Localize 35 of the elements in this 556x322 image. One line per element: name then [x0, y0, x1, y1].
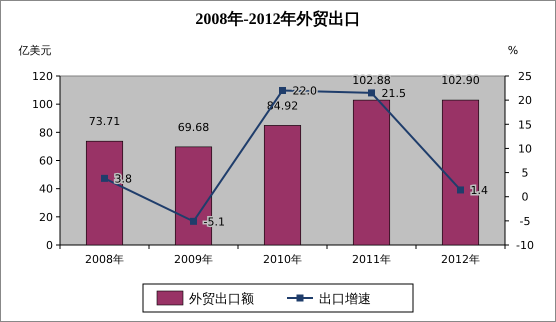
- y-axis-title: 亿美元: [18, 44, 52, 57]
- point: [279, 86, 286, 94]
- point: [457, 186, 464, 194]
- y2-tick-label: -10: [516, 239, 534, 252]
- y2-tick-label: 0: [522, 190, 528, 204]
- y-tick-label: 60: [39, 154, 53, 168]
- y2-tick-label: 5: [522, 166, 528, 180]
- x-tick-label: 2011年: [352, 253, 391, 266]
- y-tick-label: 100: [32, 98, 53, 112]
- data-label: 73.71: [88, 115, 120, 128]
- data-label: 102.88: [352, 74, 391, 88]
- y2-tick-label: 10: [518, 142, 532, 156]
- y-tick-label: 120: [32, 70, 53, 83]
- y2-tick-label: 15: [518, 118, 532, 132]
- data-label: 69.68: [178, 120, 210, 134]
- y2-tick-label: 20: [518, 94, 532, 108]
- point: [101, 174, 108, 182]
- point: [190, 218, 197, 225]
- chart-title: 2008年-2012年外贸出口: [195, 10, 361, 28]
- y-tick-label: 0: [46, 239, 53, 252]
- legend-label: 出口增速: [319, 292, 371, 307]
- x-tick-label: 2008年: [85, 253, 124, 266]
- y-tick-label: 80: [39, 126, 53, 140]
- y2-tick-label: 25: [518, 70, 532, 83]
- legend-label: 外贸出口额: [189, 292, 254, 307]
- x-tick-label: 2012年: [441, 253, 480, 266]
- data-label: 102.90: [441, 74, 480, 88]
- x-tick-label: 2009年: [174, 253, 213, 266]
- data-label: 21.5: [382, 86, 406, 100]
- y-tick-label: 20: [39, 210, 53, 224]
- y2-tick-label: -5: [520, 214, 530, 228]
- point: [368, 89, 375, 96]
- y-tick-label: 40: [39, 182, 53, 196]
- y2-axis-title: %: [508, 44, 518, 57]
- x-tick-label: 2010年: [263, 253, 302, 266]
